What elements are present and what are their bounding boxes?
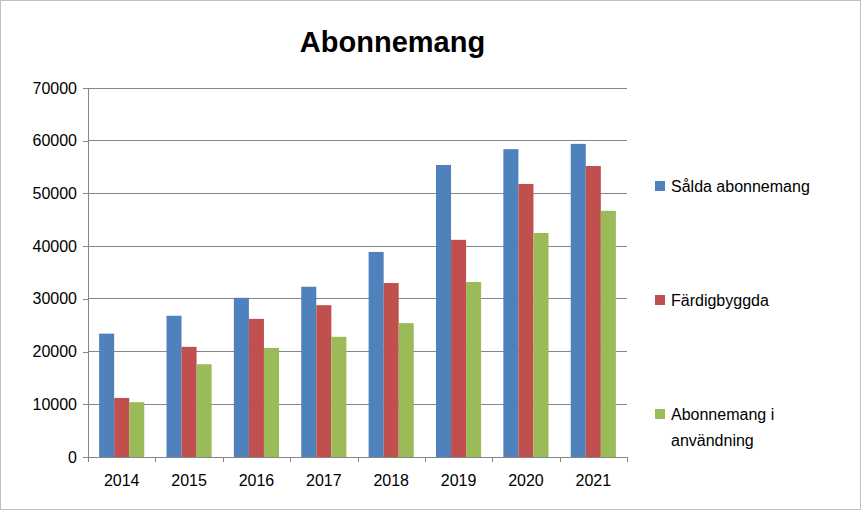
bar — [586, 166, 601, 457]
legend-item: Färdigbyggda — [655, 292, 769, 309]
y-axis-line — [88, 89, 89, 458]
category-separator — [358, 457, 359, 462]
category-separator — [155, 457, 156, 462]
chart-frame — [1, 1, 861, 510]
y-tick-label: 30000 — [33, 290, 78, 307]
y-tick-mark — [83, 141, 88, 142]
category-separator — [290, 457, 291, 462]
grid — [88, 88, 627, 457]
y-tick: 60000 — [33, 132, 89, 149]
x-tick: 2015 — [171, 457, 207, 489]
y-tick-label: 20000 — [33, 343, 78, 360]
grid-line — [88, 193, 627, 194]
y-tick: 30000 — [33, 290, 89, 307]
series — [129, 211, 616, 457]
bar — [384, 283, 399, 457]
bar — [129, 402, 144, 457]
category-separator — [627, 457, 628, 462]
bar — [571, 144, 586, 457]
legend-swatch — [655, 295, 665, 305]
y-axis: 0 10000 20000 30000 40000 50000 60000 70000 — [33, 80, 89, 466]
x-tick-label: 2018 — [373, 472, 409, 489]
x-tick: 2017 — [306, 457, 342, 489]
bar — [533, 233, 548, 457]
y-tick-label: 70000 — [33, 80, 78, 97]
bar — [301, 287, 316, 457]
x-axis: 2014 2015 2016 2017 2018 2019 2020 2021 — [89, 457, 628, 489]
y-tick-mark — [83, 457, 88, 458]
bars — [99, 144, 616, 457]
legend-label: Sålda abonnemang — [671, 178, 810, 195]
legend-label: Färdigbyggda — [671, 292, 769, 309]
y-tick-label: 0 — [68, 449, 77, 466]
category-separator — [492, 457, 493, 462]
y-tick: 10000 — [33, 396, 89, 413]
y-tick-mark — [83, 88, 88, 89]
y-tick-mark — [83, 299, 88, 300]
bar — [249, 319, 264, 457]
legend: Sålda abonnemang Färdigbyggda Abonnemang i… — [655, 178, 810, 449]
bar — [466, 282, 481, 457]
y-tick-label: 10000 — [33, 396, 78, 413]
category-separator — [425, 457, 426, 462]
legend-label: Abonnemang i användning — [671, 406, 779, 449]
y-tick-mark — [83, 404, 88, 405]
chart: 0 10000 20000 30000 40000 50000 60000 70000 2014… — [0, 0, 861, 510]
grid-line — [88, 140, 627, 141]
y-tick: 70000 — [33, 80, 89, 97]
y-tick-mark — [83, 246, 88, 247]
y-tick-label: 60000 — [33, 132, 78, 149]
bar — [331, 337, 346, 457]
x-tick: 2019 — [441, 457, 477, 489]
y-tick: 20000 — [33, 343, 89, 360]
bar — [369, 252, 384, 457]
x-tick: 2014 — [104, 457, 140, 489]
x-tick: 2018 — [373, 457, 409, 489]
bar — [197, 364, 212, 457]
x-tick-label: 2020 — [508, 472, 544, 489]
bar — [166, 316, 181, 457]
x-tick-label: 2014 — [104, 472, 140, 489]
category-separator — [88, 457, 89, 462]
title: Abonnemang — [300, 26, 485, 58]
legend-item: Sålda abonnemang — [655, 178, 810, 195]
bar — [182, 347, 197, 457]
series — [99, 144, 586, 457]
bar — [601, 211, 616, 457]
bar — [451, 240, 466, 457]
y-tick: 0 — [68, 449, 88, 466]
y-tick: 50000 — [33, 185, 89, 202]
bar — [436, 165, 451, 457]
series — [114, 166, 601, 457]
legend-swatch — [655, 181, 665, 191]
y-tick-label: 50000 — [33, 185, 78, 202]
y-tick: 40000 — [33, 238, 89, 255]
category-separator — [560, 457, 561, 462]
bar — [234, 298, 249, 457]
bar — [316, 305, 331, 457]
category-separator — [223, 457, 224, 462]
legend-swatch — [655, 409, 665, 419]
y-tick-label: 40000 — [33, 238, 78, 255]
bar — [264, 348, 279, 457]
x-tick: 2016 — [239, 457, 275, 489]
x-tick-label: 2015 — [171, 472, 207, 489]
y-tick-mark — [83, 193, 88, 194]
grid-line — [88, 88, 627, 89]
plot: 0 10000 20000 30000 40000 50000 60000 70000 2014… — [33, 80, 628, 490]
bar — [503, 149, 518, 457]
bar — [518, 184, 533, 457]
legend-item: Abonnemang i användning — [655, 406, 779, 449]
bar — [114, 398, 129, 457]
x-tick: 2021 — [576, 457, 612, 489]
x-tick-label: 2019 — [441, 472, 477, 489]
x-tick: 2020 — [508, 457, 544, 489]
x-tick-label: 2021 — [576, 472, 612, 489]
x-tick-label: 2017 — [306, 472, 342, 489]
bar — [99, 334, 114, 457]
y-tick-mark — [83, 352, 88, 353]
x-tick-label: 2016 — [239, 472, 275, 489]
bar — [399, 323, 414, 457]
category-separators — [89, 457, 628, 462]
